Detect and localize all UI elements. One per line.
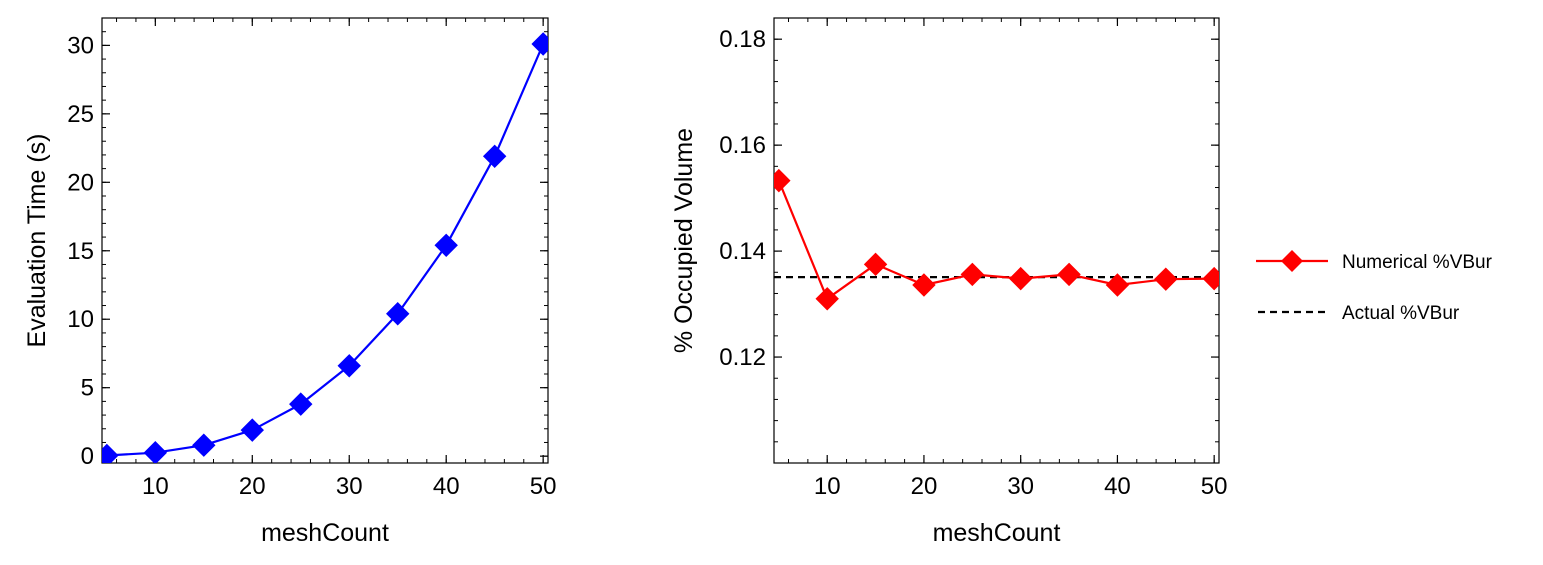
data-point xyxy=(337,354,361,378)
x-tick-label: 40 xyxy=(1104,473,1131,500)
data-point xyxy=(815,287,839,311)
series-layer xyxy=(102,32,548,463)
y-tick-label: 0.18 xyxy=(719,26,766,53)
legend-label: Actual %VBur xyxy=(1342,303,1460,324)
y-tick-label: 10 xyxy=(67,306,94,333)
x-tick-label: 30 xyxy=(1007,473,1034,500)
data-point xyxy=(1057,262,1081,287)
occupied-volume-chart: 10 20 30 40 50 0.12 0.14 0.16 0.18 meshCount % Occ… xyxy=(670,17,1228,547)
data-point xyxy=(1008,266,1033,291)
data-point xyxy=(531,32,548,56)
plot-frame xyxy=(101,17,549,464)
x-tick-label: 50 xyxy=(1201,473,1228,500)
data-point xyxy=(143,441,168,463)
y-tick-label: 0.14 xyxy=(719,238,766,265)
y-tick-label: 20 xyxy=(67,169,94,196)
legend: Numerical %VBur Actual %VBur xyxy=(1256,250,1493,324)
series-line xyxy=(106,43,545,457)
series-line xyxy=(777,180,1215,300)
data-point xyxy=(774,168,791,193)
data-point xyxy=(1202,266,1219,291)
x-tick-label: 10 xyxy=(142,473,169,500)
data-point xyxy=(386,302,410,326)
x-tick-label: 40 xyxy=(433,473,460,500)
y-tick-label: 25 xyxy=(67,101,94,128)
data-point xyxy=(289,392,313,416)
data-point xyxy=(192,433,216,457)
x-axis-title: meshCount xyxy=(261,519,389,547)
x-tick-label: 20 xyxy=(911,473,938,500)
y-tick-label: 5 xyxy=(81,375,94,402)
x-tick-label: 10 xyxy=(814,473,841,500)
legend-label: Numerical %VBur xyxy=(1342,252,1493,273)
y-tick-label: 0.12 xyxy=(719,344,766,371)
evaluation-time-chart: 10 20 30 40 50 0 5 10 15 20 25 30 meshCount Evaluatio… xyxy=(23,17,557,547)
x-tick-label: 20 xyxy=(239,473,266,500)
data-point xyxy=(960,262,985,287)
data-point xyxy=(863,252,888,277)
data-point xyxy=(1105,273,1130,297)
x-tick-label: 50 xyxy=(530,473,557,500)
data-point xyxy=(482,144,507,168)
y-axis-title: Evaluation Time (s) xyxy=(23,134,51,348)
data-point xyxy=(434,233,458,257)
data-point xyxy=(102,443,119,463)
y-tick-label: 0.16 xyxy=(719,132,766,159)
plot-frame xyxy=(773,17,1220,464)
series-layer xyxy=(774,168,1219,311)
x-axis-title: meshCount xyxy=(933,519,1061,547)
y-tick-label: 15 xyxy=(67,238,94,265)
x-tick-label: 30 xyxy=(336,473,363,500)
y-tick-label: 0 xyxy=(81,443,94,470)
y-axis-title: % Occupied Volume xyxy=(670,128,698,353)
data-point xyxy=(240,418,264,442)
data-point xyxy=(1154,267,1178,291)
legend-swatch-marker xyxy=(1281,250,1303,272)
data-point xyxy=(912,273,936,297)
y-tick-label: 30 xyxy=(67,32,94,59)
